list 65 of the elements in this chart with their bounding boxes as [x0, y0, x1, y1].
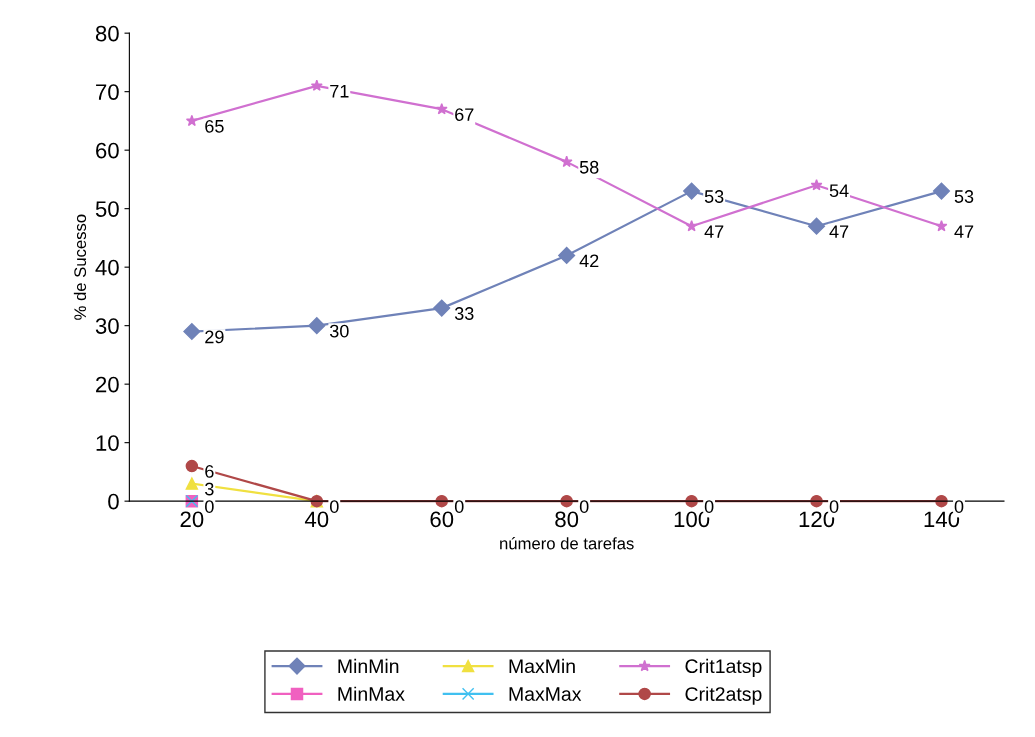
y-tick-label: 30 [95, 318, 119, 334]
data-label: 67 [455, 108, 474, 122]
x-tick-label: 60 [430, 511, 454, 528]
legend-label: MaxMin [509, 658, 575, 674]
y-tick-label: 50 [95, 201, 119, 217]
data-label: 33 [454, 307, 474, 320]
data-label: 53 [704, 190, 724, 203]
y-tick-label: 0 [108, 493, 119, 510]
point [185, 477, 199, 490]
point [183, 322, 201, 341]
point [435, 494, 448, 508]
x-axis-title: número de tarefas [500, 536, 634, 550]
data-label: 0 [579, 500, 589, 513]
data-label: 29 [205, 330, 224, 344]
data-label: 0 [829, 500, 839, 513]
data-label: 0 [704, 500, 714, 513]
data-label: 71 [330, 85, 349, 98]
x-tick-label: 80 [555, 511, 579, 528]
point [433, 299, 451, 317]
legend-label: MinMin [338, 658, 399, 673]
point [932, 182, 951, 200]
legend-label: MinMax [338, 686, 405, 701]
point [683, 182, 701, 200]
point [560, 494, 573, 508]
point [935, 494, 948, 508]
legend-label: Crit2atsp [685, 686, 762, 705]
point [185, 459, 199, 473]
y-tick-label: 70 [96, 84, 119, 100]
point [810, 494, 823, 508]
point [935, 219, 948, 232]
data-label: 65 [205, 119, 224, 133]
point [560, 155, 573, 168]
legend-label: MaxMax [509, 687, 582, 701]
data-label: 47 [954, 225, 974, 238]
point [558, 246, 576, 265]
x-tick-label: 20 [180, 511, 204, 528]
y-tick-label: 80 [95, 25, 119, 42]
point [185, 114, 198, 127]
point [810, 179, 823, 191]
data-label: 0 [954, 500, 964, 513]
point [435, 102, 448, 115]
data-label: 47 [704, 225, 724, 238]
y-tick-label: 40 [95, 259, 119, 276]
point [685, 494, 698, 508]
data-label: 53 [954, 190, 974, 203]
y-tick-label: 10 [96, 435, 119, 451]
legend-label: Crit1atsp [685, 658, 762, 677]
data-label: 0 [329, 500, 339, 513]
point [308, 317, 326, 335]
point [310, 79, 323, 92]
y-axis-title: % de Sucesso [73, 214, 87, 320]
data-label: 6 [205, 465, 214, 478]
data-label: 0 [205, 500, 214, 513]
data-label: 3 [205, 482, 214, 496]
data-label: 54 [829, 184, 849, 198]
y-tick-label: 20 [96, 376, 119, 393]
data-label: 42 [579, 254, 599, 268]
data-label: 58 [579, 160, 599, 174]
data-label: 47 [829, 225, 849, 238]
y-tick-label: 60 [96, 142, 119, 159]
x-tick-label: 40 [304, 511, 329, 528]
point [685, 219, 698, 232]
data-label: 0 [454, 500, 464, 513]
data-label: 30 [329, 324, 349, 338]
point [807, 217, 826, 235]
